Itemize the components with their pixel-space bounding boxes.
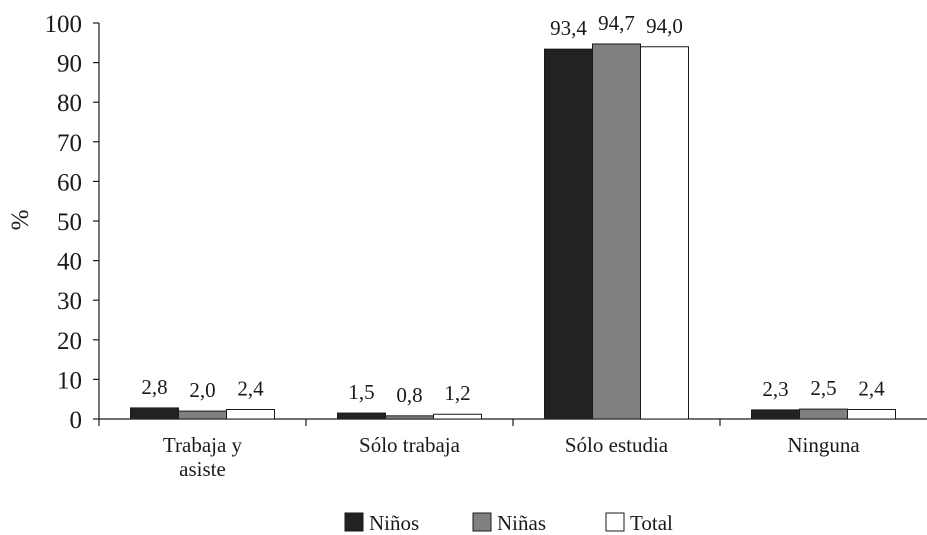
bar-niños-0 bbox=[130, 407, 179, 420]
legend-swatch-total bbox=[605, 512, 625, 532]
data-label: 93,4 bbox=[550, 16, 587, 40]
data-label: 0,8 bbox=[396, 383, 422, 407]
bar-niñas-0 bbox=[178, 410, 227, 420]
data-labels: 2,8 2,0 2,4 1,5 0,8 1,2 93,4 94,7 94,0 2,3 2,5 2,4 bbox=[141, 11, 885, 407]
legend-swatch-niños bbox=[344, 512, 364, 532]
data-label: 1,5 bbox=[348, 380, 374, 404]
data-label: 2,3 bbox=[762, 377, 788, 401]
bar-niños-3 bbox=[751, 409, 800, 420]
bar-niños-2 bbox=[544, 48, 593, 420]
data-label: 1,2 bbox=[444, 381, 470, 405]
y-tick-label: 40 bbox=[57, 249, 82, 276]
x-tick-label: Sólo trabaja bbox=[359, 433, 461, 457]
bar-niños-1 bbox=[337, 412, 386, 420]
y-tick-label: 0 bbox=[70, 407, 83, 434]
legend-swatch-niñas bbox=[472, 512, 492, 532]
data-label: 2,4 bbox=[237, 376, 264, 400]
legend-label-niñas: Niñas bbox=[497, 511, 546, 535]
y-axis-label: % bbox=[7, 210, 34, 231]
legend-label-niños: Niños bbox=[369, 511, 419, 535]
bar-niñas-3 bbox=[799, 408, 848, 420]
bars bbox=[130, 43, 896, 420]
data-label: 94,7 bbox=[598, 11, 635, 35]
legend-label-total: Total bbox=[630, 511, 673, 535]
y-tick-label: 60 bbox=[57, 169, 82, 196]
legend: Niños Niñas Total bbox=[344, 511, 673, 535]
y-tick-label: 80 bbox=[57, 90, 82, 117]
bar-total-3 bbox=[847, 408, 896, 420]
data-label: 2,5 bbox=[810, 376, 836, 400]
bar-total-0 bbox=[226, 408, 275, 420]
x-tick-label: Sólo estudia bbox=[565, 433, 669, 457]
y-tick-label: 70 bbox=[57, 130, 82, 157]
data-label: 94,0 bbox=[646, 14, 683, 38]
bar-total-1 bbox=[433, 413, 482, 420]
x-tick-label: Trabaja y bbox=[163, 433, 243, 457]
y-axis: 0 10 20 30 40 50 60 70 80 90 100 bbox=[45, 11, 100, 434]
y-tick-label: 30 bbox=[57, 288, 82, 315]
bar-niñas-2 bbox=[592, 43, 641, 420]
y-tick-label: 100 bbox=[45, 11, 83, 38]
x-tick-label: asiste bbox=[179, 457, 226, 481]
data-label: 2,0 bbox=[189, 378, 215, 402]
y-tick-label: 90 bbox=[57, 51, 82, 78]
bar-total-2 bbox=[640, 46, 689, 420]
data-label: 2,4 bbox=[858, 376, 885, 400]
bar-niñas-1 bbox=[385, 415, 434, 420]
y-tick-label: 50 bbox=[57, 209, 82, 236]
y-tick-label: 20 bbox=[57, 328, 82, 355]
y-tick-label: 10 bbox=[57, 367, 82, 394]
x-tick-label: Ninguna bbox=[787, 433, 860, 457]
data-label: 2,8 bbox=[141, 375, 167, 399]
